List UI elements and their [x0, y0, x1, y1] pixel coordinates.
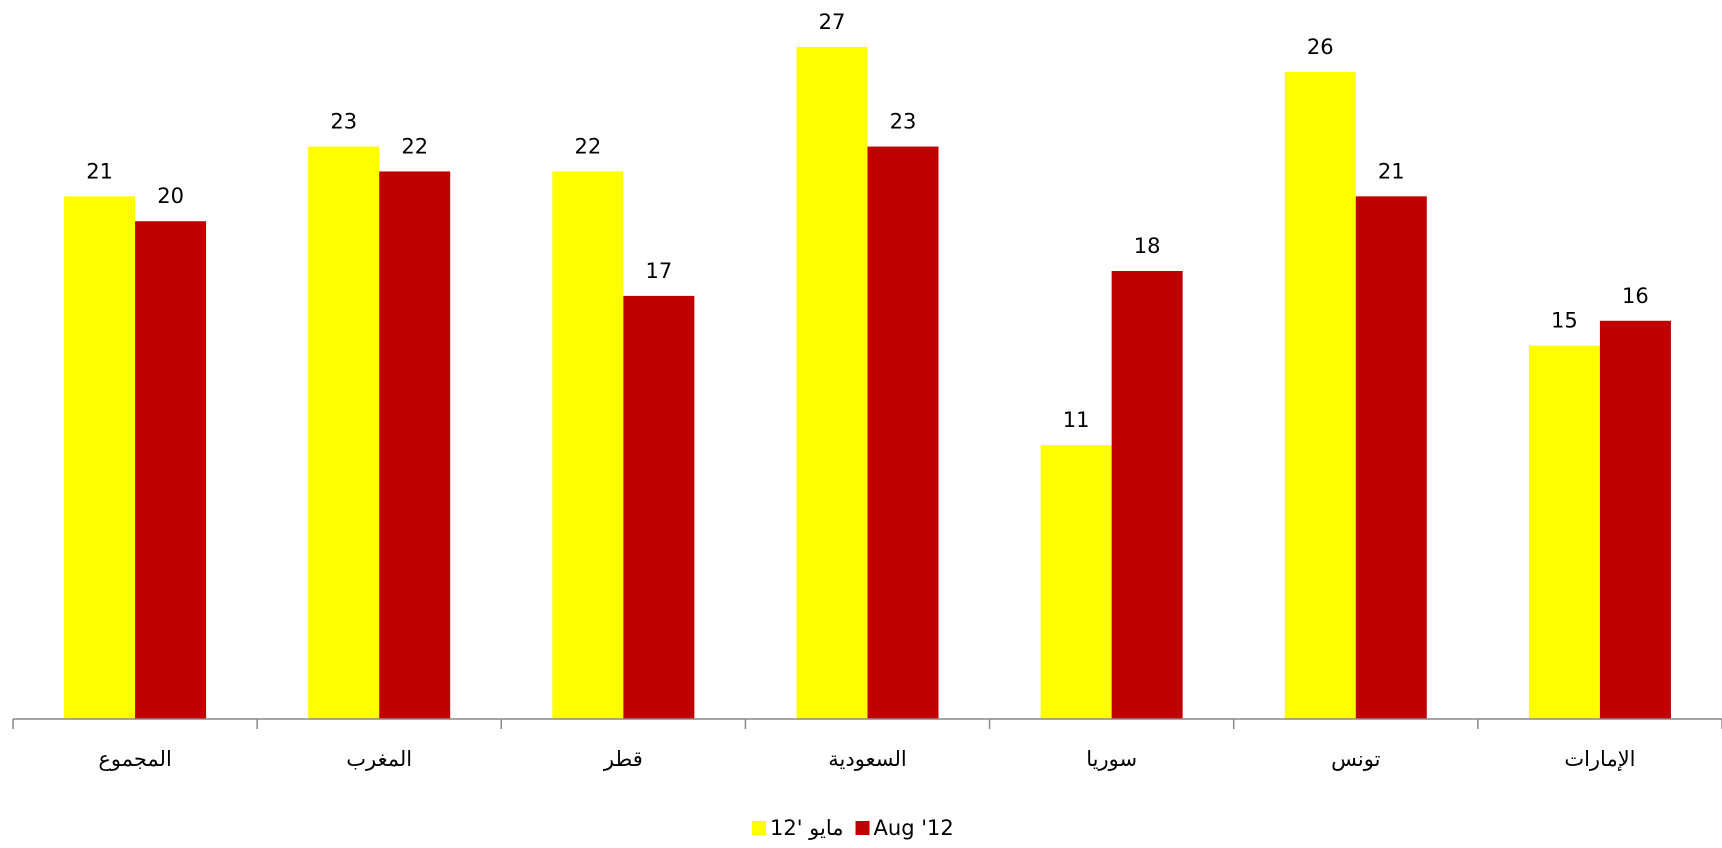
x-tick-label: المغرب: [346, 747, 412, 771]
data-label: 15: [1551, 309, 1578, 333]
x-tick-label: سوريا: [1086, 747, 1137, 771]
data-label: 22: [401, 134, 428, 158]
x-tick-label: المجموع: [98, 747, 171, 771]
bar: [1284, 71, 1356, 719]
data-label: 23: [890, 110, 917, 134]
bar: [135, 221, 207, 719]
bar: [64, 196, 136, 720]
legend-label: مايو '12: [770, 816, 844, 840]
bar: [552, 171, 624, 719]
bar: [867, 146, 939, 720]
data-label: 26: [1307, 35, 1334, 59]
bar: [308, 146, 380, 720]
data-label: 16: [1622, 284, 1649, 308]
x-tick-label: السعودية: [828, 747, 906, 771]
bar: [1528, 345, 1600, 719]
bar: [1040, 445, 1112, 719]
data-label: 27: [819, 10, 846, 34]
bar: [1111, 271, 1183, 719]
bar: [1355, 196, 1427, 720]
x-tick-label: الإمارات: [1564, 747, 1635, 771]
bar: [379, 171, 451, 719]
legend-swatch: [855, 821, 870, 835]
data-label: 21: [1378, 159, 1405, 183]
data-label: 11: [1063, 408, 1090, 432]
bar: [1599, 320, 1671, 719]
legend-swatch: [752, 821, 766, 835]
data-label: 22: [574, 134, 601, 158]
bar: [796, 47, 868, 719]
x-tick-label: تونس: [1331, 747, 1380, 771]
data-label: 18: [1134, 234, 1161, 258]
x-tick-label: قطر: [603, 747, 643, 771]
data-label: 23: [330, 110, 357, 134]
data-label: 21: [86, 159, 113, 183]
data-label: 20: [157, 184, 184, 208]
data-label: 17: [645, 259, 672, 283]
bar: [623, 295, 695, 719]
legend-label: Aug '12: [874, 816, 954, 840]
